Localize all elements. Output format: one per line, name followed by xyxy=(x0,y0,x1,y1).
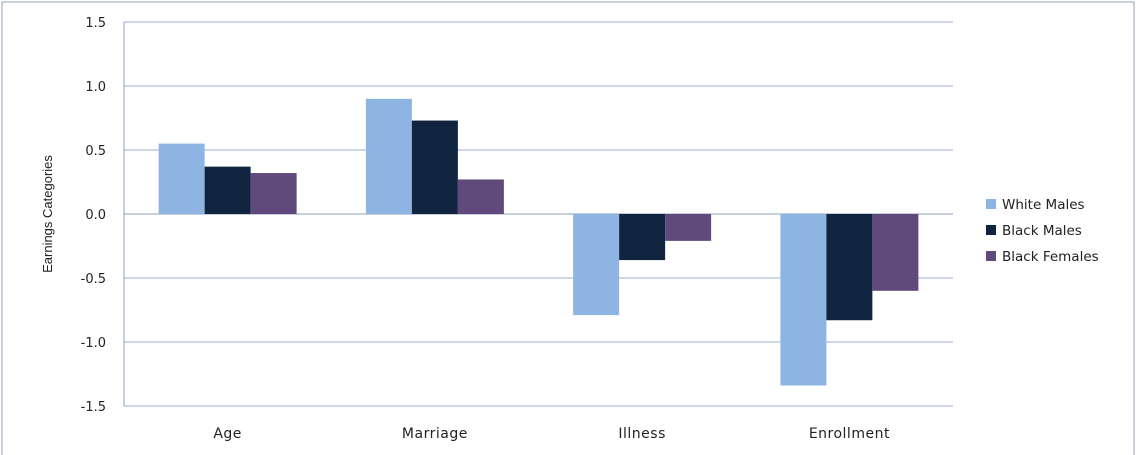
bar-black-males-enrollment xyxy=(826,214,873,321)
bar-black-males-age xyxy=(204,166,251,214)
legend-label: White Males xyxy=(1002,197,1085,213)
legend-label: Black Males xyxy=(1002,223,1082,239)
x-category-label: Marriage xyxy=(402,426,468,442)
bar-white-males-marriage xyxy=(365,98,412,214)
legend-label: Black Females xyxy=(1002,249,1099,265)
bar-white-males-age xyxy=(158,143,205,214)
legend-swatch xyxy=(986,225,996,235)
bars xyxy=(158,98,919,386)
y-axis-label: Earnings Categories xyxy=(40,155,55,273)
bar-white-males-illness xyxy=(573,214,620,316)
legend-swatch xyxy=(986,251,996,261)
x-category-label: Age xyxy=(213,426,242,442)
y-tick-label: 1.0 xyxy=(85,80,106,95)
x-category-label: Enrollment xyxy=(809,426,890,442)
bar-black-females-marriage xyxy=(457,179,504,214)
y-tick-label: -1.0 xyxy=(81,336,106,351)
bar-black-males-marriage xyxy=(411,120,458,214)
bar-black-males-illness xyxy=(619,214,666,261)
x-category-label: Illness xyxy=(618,426,665,442)
y-tick-label: -0.5 xyxy=(81,272,106,287)
y-tick-labels: 1.5 1.0 0.5 0.0 -0.5 -1.0 -1.5 xyxy=(81,16,106,415)
y-tick-label: 0.5 xyxy=(85,144,106,159)
bar-black-females-age xyxy=(250,173,297,214)
bar-black-females-enrollment xyxy=(872,214,919,291)
bar-black-females-illness xyxy=(665,214,712,241)
y-tick-label: 0.0 xyxy=(85,208,106,223)
y-tick-label: -1.5 xyxy=(81,400,106,415)
y-tick-label: 1.5 xyxy=(85,16,106,31)
legend-swatch xyxy=(986,199,996,209)
bar-white-males-enrollment xyxy=(780,214,827,386)
legend: White Males Black Males Black Females xyxy=(986,197,1099,265)
x-category-labels: Age Marriage Illness Enrollment xyxy=(213,426,890,442)
